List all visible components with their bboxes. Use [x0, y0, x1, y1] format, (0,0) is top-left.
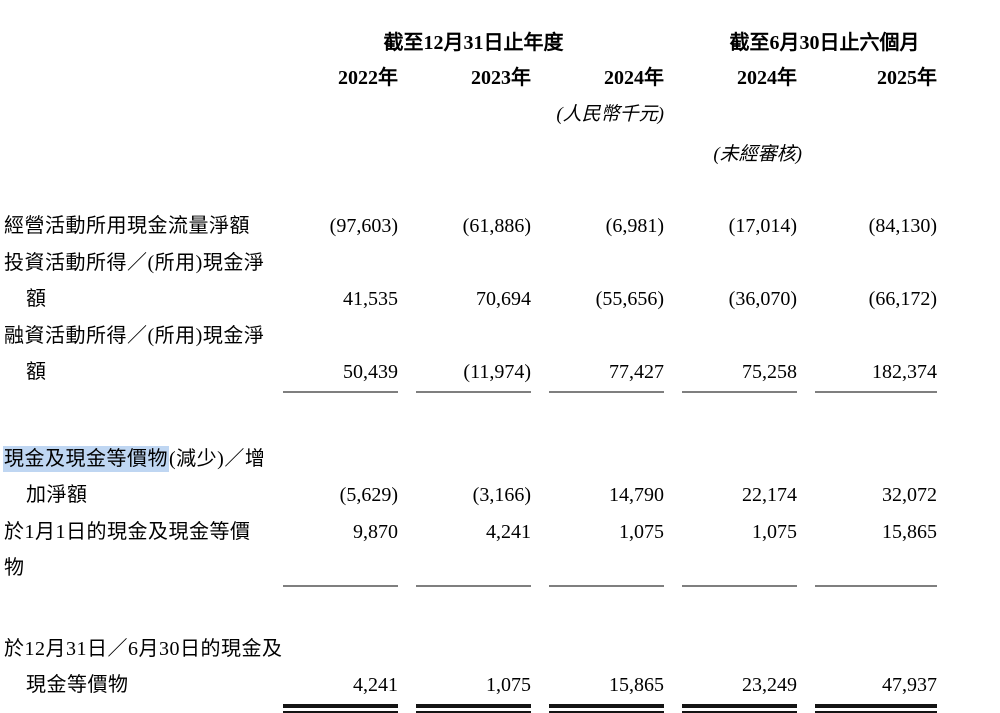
value-2023: (3,166) [472, 484, 531, 506]
value-2024-interim: 23,249 [682, 667, 797, 712]
value-2024: 14,790 [609, 484, 664, 506]
value-2024: 77,427 [549, 354, 664, 393]
row-label-continuation: 加淨額 [26, 484, 88, 506]
value-2025: (84,130) [868, 215, 937, 237]
row-label-continuation: 額 [26, 288, 47, 310]
value-2024-interim: 22,174 [742, 484, 797, 506]
label-column-spacer [4, 66, 265, 90]
value-2023: 4,241 [416, 514, 531, 587]
value-2022: 41,535 [343, 288, 398, 310]
row-label: 於12月31日／6月30日的現金及 [4, 637, 283, 660]
value-2024-interim: 75,258 [682, 354, 797, 393]
value-2025: 47,937 [815, 667, 937, 712]
value-2022: (5,629) [339, 484, 398, 506]
row-label: 現金及現金等價物(減少)／增 [3, 441, 937, 478]
row-label-continuation: 額 [26, 361, 47, 383]
value-2025: 182,374 [815, 354, 937, 393]
row-label-continuation: 現金等價物 [26, 674, 129, 696]
value-2025: (66,172) [868, 288, 937, 310]
value-2024: 15,865 [549, 667, 664, 712]
row-label: 投資活動所得／(所用)現金淨 [4, 251, 265, 274]
value-2024: (6,981) [605, 215, 664, 237]
table-row-investing-values: 額 41,535 70,694 (55,656) (36,070) (66,17… [4, 281, 1000, 318]
row-label-rest: (減少)／增 [169, 447, 266, 470]
value-2023: (11,974) [416, 354, 531, 393]
table-row-net-change-values: 加淨額 (5,629) (3,166) 14,790 22,174 32,072 [4, 477, 1000, 514]
value-2022: 50,439 [283, 354, 398, 393]
currency-note-row: (人民幣千元) [4, 103, 1000, 127]
financial-statement-page: 截至12月31日止年度 截至6月30日止六個月 2022年 2023年 2024… [3, 31, 1000, 712]
table-row-closing-cash-values: 現金等價物 4,241 1,075 15,865 23,249 47,937 [4, 667, 1000, 712]
column-group-annual: 截至12月31日止年度 [383, 32, 564, 54]
value-2023: 70,694 [476, 288, 531, 310]
row-label: 經營活動所用現金流量淨額 [4, 215, 250, 237]
table-row-opening-cash: 於1月1日的現金及現金等價物 9,870 4,241 1,075 1,075 1… [4, 514, 1000, 587]
year-header-row: 2022年 2023年 2024年 2024年 2025年 [4, 66, 1000, 90]
table-row-financing-label: 融資活動所得／(所用)現金淨 [4, 318, 1000, 355]
table-row-operating: 經營活動所用現金流量淨額 (97,603) (61,886) (6,981) (… [4, 208, 1000, 245]
year-column-2022: 2022年 [338, 67, 398, 89]
highlighted-text: 現金及現金等價物 [3, 445, 169, 472]
value-2022: 9,870 [283, 514, 398, 587]
row-label: 融資活動所得／(所用)現金淨 [4, 324, 265, 347]
table-row-closing-cash-label: 於12月31日／6月30日的現金及 [4, 631, 1000, 668]
year-column-2023: 2023年 [471, 67, 531, 89]
value-2023: (61,886) [462, 215, 531, 237]
year-column-2024: 2024年 [604, 67, 664, 89]
year-column-2024-interim: 2024年 [737, 67, 797, 89]
value-2022: (97,603) [329, 215, 398, 237]
currency-unit-note: (人民幣千元) [556, 104, 664, 125]
value-2024: 1,075 [549, 514, 664, 587]
year-column-2025: 2025年 [877, 67, 937, 89]
table-row-net-change-label: 現金及現金等價物(減少)／增 [3, 441, 1000, 478]
value-2023: 1,075 [416, 667, 531, 712]
value-2022: 4,241 [283, 667, 398, 712]
unaudited-note: (未經審核) [713, 144, 802, 165]
value-2024-interim: (17,014) [728, 215, 797, 237]
row-label: 於1月1日的現金及現金等價物 [4, 520, 251, 580]
column-group-interim: 截至6月30日止六個月 [729, 32, 920, 54]
value-2024-interim: 1,075 [682, 514, 797, 587]
unaudited-note-row: (未經審核) [4, 143, 1000, 167]
value-2024-interim: (36,070) [728, 288, 797, 310]
value-2025: 15,865 [815, 514, 937, 587]
table-row-financing-values: 額 50,439 (11,974) 77,427 75,258 182,374 [4, 354, 1000, 393]
value-2025: 32,072 [882, 484, 937, 506]
period-header-row: 截至12月31日止年度 截至6月30日止六個月 [4, 31, 1000, 55]
value-2024: (55,656) [595, 288, 664, 310]
table-row-investing-label: 投資活動所得／(所用)現金淨 [4, 245, 1000, 282]
